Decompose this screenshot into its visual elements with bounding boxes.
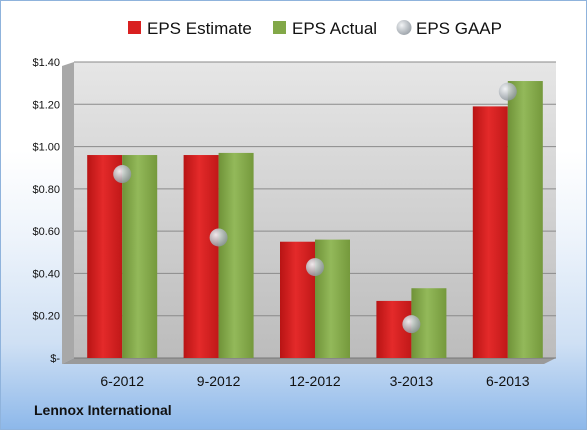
bar-eps-actual: [218, 152, 254, 358]
bar-eps-actual: [507, 81, 543, 359]
legend-swatch: [128, 21, 141, 34]
bar-eps-actual: [122, 155, 158, 358]
x-tick-label: 12-2012: [289, 373, 341, 389]
y-tick-label: $0.40: [32, 268, 60, 280]
plot-area: $- $0.20 $0.40 $0.60 $0.80 $1.00 $1.20 $1.40 6-2…: [32, 57, 556, 389]
legend-label: EPS Estimate: [147, 19, 252, 38]
y-tick-label: $1.00: [32, 142, 60, 154]
bar-eps-actual: [315, 239, 350, 358]
legend: EPS Estimate EPS Actual EPS GAAP: [128, 19, 502, 38]
y-tick-label: $0.20: [32, 311, 60, 323]
legend-label: EPS GAAP: [416, 19, 502, 38]
point-eps-gaap: [209, 228, 228, 247]
point-eps-gaap: [498, 82, 517, 101]
legend-label: EPS Actual: [292, 19, 377, 38]
point-eps-gaap: [402, 315, 421, 334]
x-tick-label: 6-2012: [100, 373, 144, 389]
bar-eps-estimate: [280, 241, 315, 358]
point-eps-gaap: [306, 258, 324, 277]
plot-depth-wall: [62, 62, 74, 364]
x-tick-label: 9-2012: [197, 373, 241, 389]
point-eps-gaap: [113, 165, 132, 184]
y-tick-label: $0.80: [32, 184, 60, 196]
plot-floor: [62, 358, 556, 364]
bar-eps-estimate: [183, 155, 219, 358]
legend-swatch: [273, 21, 286, 34]
y-tick-label: $0.60: [32, 226, 60, 238]
y-tick-label: $1.40: [32, 57, 60, 69]
company-name: Lennox International: [34, 402, 172, 418]
bar-eps-estimate: [87, 155, 123, 358]
bar-eps-estimate: [472, 106, 508, 359]
x-tick-label: 6-2013: [486, 373, 530, 389]
x-tick-label: 3-2013: [390, 373, 434, 389]
legend-swatch: [396, 20, 412, 35]
y-tick-label: $1.20: [32, 99, 60, 111]
y-tick-label: $-: [50, 353, 60, 365]
